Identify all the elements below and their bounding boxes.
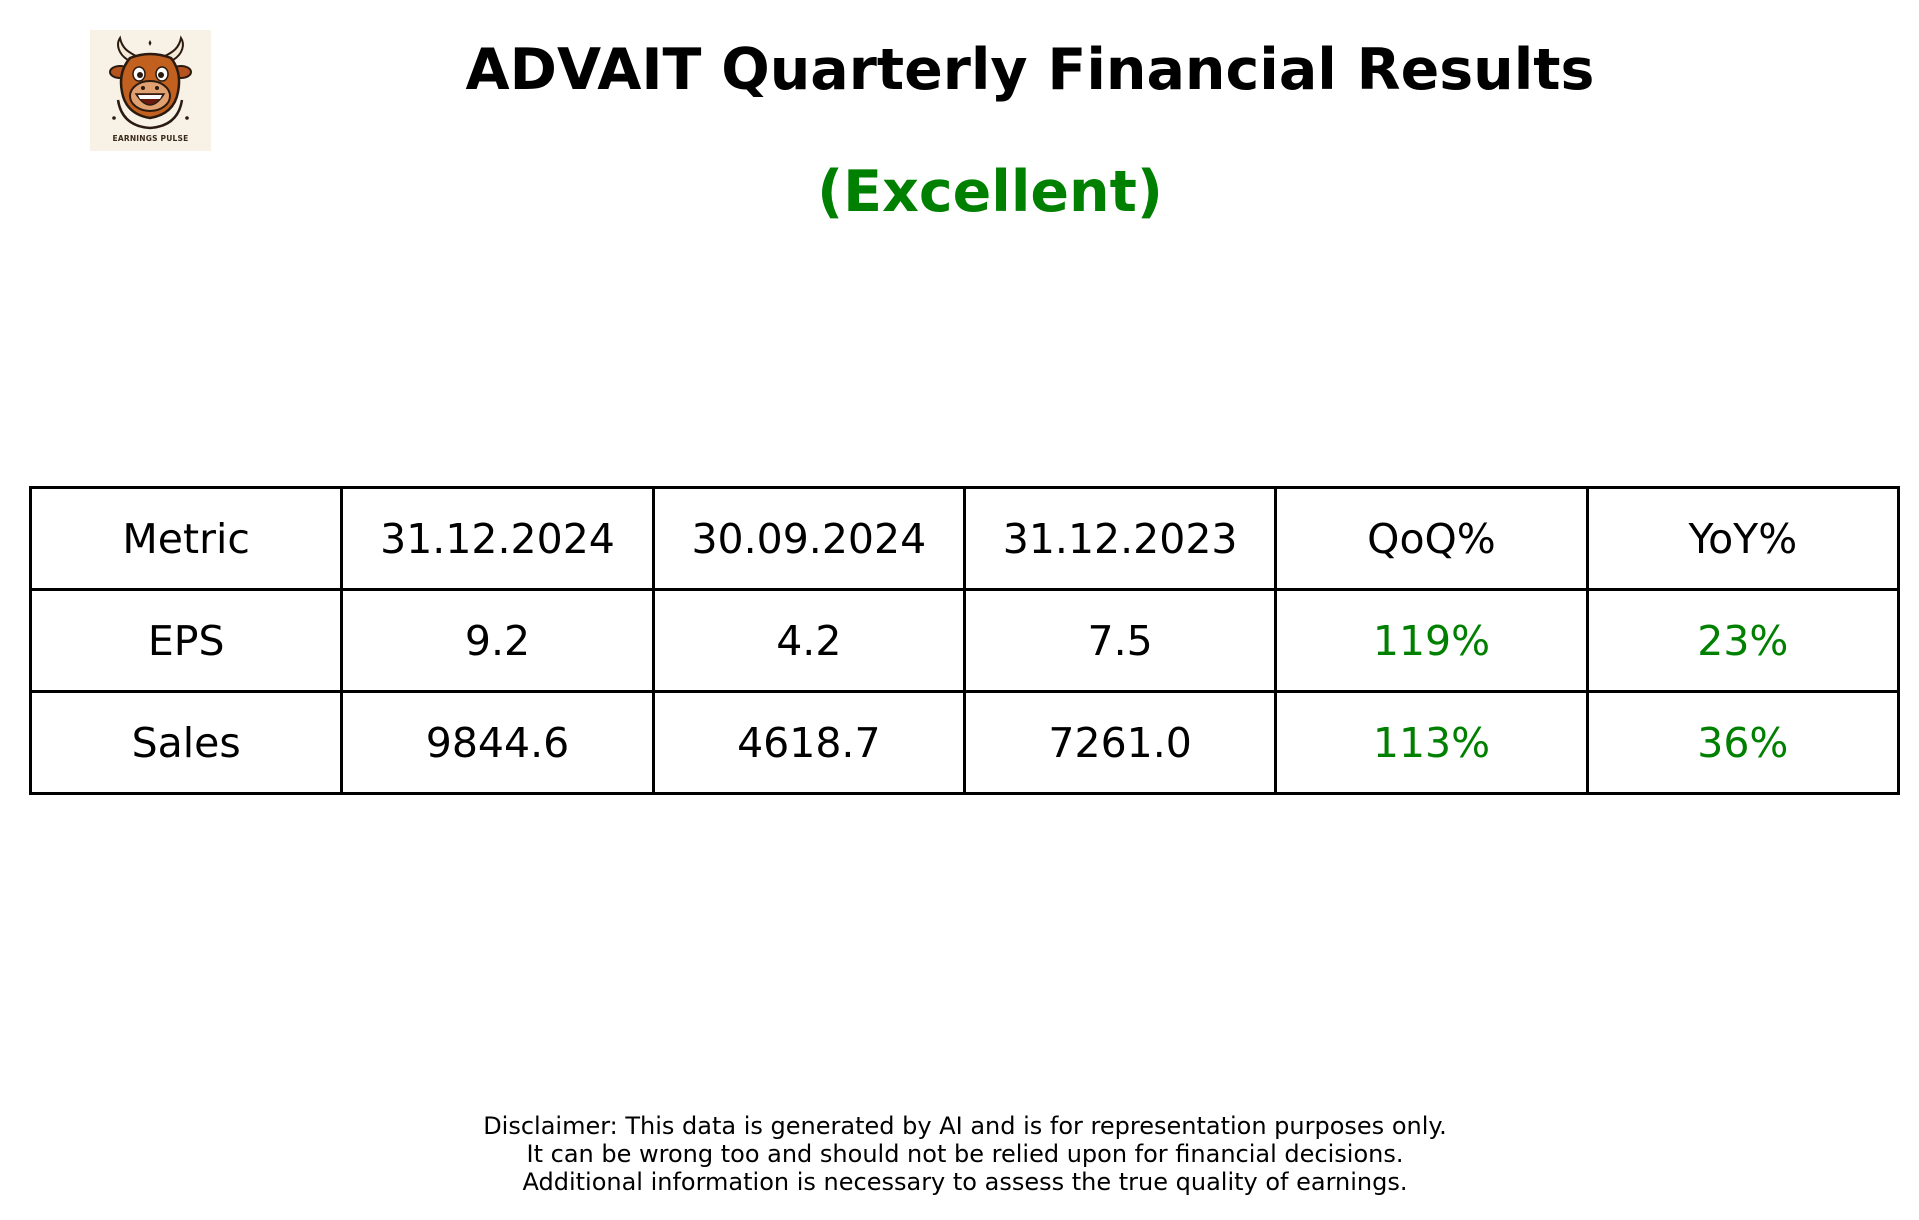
disclaimer: Disclaimer: This data is generated by AI…: [0, 1112, 1919, 1196]
disclaimer-line: It can be wrong too and should not be re…: [526, 1140, 1404, 1168]
cell-metric: Sales: [28, 690, 344, 795]
header-yoy: YoY%: [1585, 486, 1901, 591]
rating-label: (Excellent): [817, 159, 1163, 225]
bull-mascot-icon: [109, 35, 192, 130]
cell-current-quarter: 9.2: [340, 588, 655, 693]
cell-yoy: 23%: [1585, 588, 1901, 693]
table-row-eps: EPS 9.2 4.2 7.5 119% 23%: [28, 588, 1901, 693]
header-previous-quarter: 30.09.2024: [651, 486, 966, 591]
cell-year-ago-quarter: 7.5: [962, 588, 1278, 693]
cell-previous-quarter: 4618.7: [651, 690, 966, 795]
results-table: Metric 31.12.2024 30.09.2024 31.12.2023 …: [28, 486, 1901, 795]
earnings-pulse-logo: EARNINGS PULSE: [90, 30, 211, 151]
cell-previous-quarter: 4.2: [651, 588, 966, 693]
cell-qoq: 119%: [1274, 588, 1589, 693]
cell-qoq: 113%: [1274, 690, 1589, 795]
disclaimer-line: Additional information is necessary to a…: [522, 1168, 1408, 1196]
page-title: ADVAIT Quarterly Financial Results: [465, 37, 1595, 103]
header-current-quarter: 31.12.2024: [340, 486, 655, 591]
header-metric: Metric: [28, 486, 344, 591]
cell-current-quarter: 9844.6: [340, 690, 655, 795]
disclaimer-line: Disclaimer: This data is generated by AI…: [483, 1112, 1447, 1140]
cell-year-ago-quarter: 7261.0: [962, 690, 1278, 795]
table-row-sales: Sales 9844.6 4618.7 7261.0 113% 36%: [28, 690, 1901, 795]
table-header-row: Metric 31.12.2024 30.09.2024 31.12.2023 …: [28, 486, 1901, 591]
cell-yoy: 36%: [1585, 690, 1901, 795]
logo-text: EARNINGS PULSE: [112, 134, 189, 143]
header-qoq: QoQ%: [1274, 486, 1589, 591]
cell-metric: EPS: [28, 588, 344, 693]
header-year-ago-quarter: 31.12.2023: [962, 486, 1278, 591]
